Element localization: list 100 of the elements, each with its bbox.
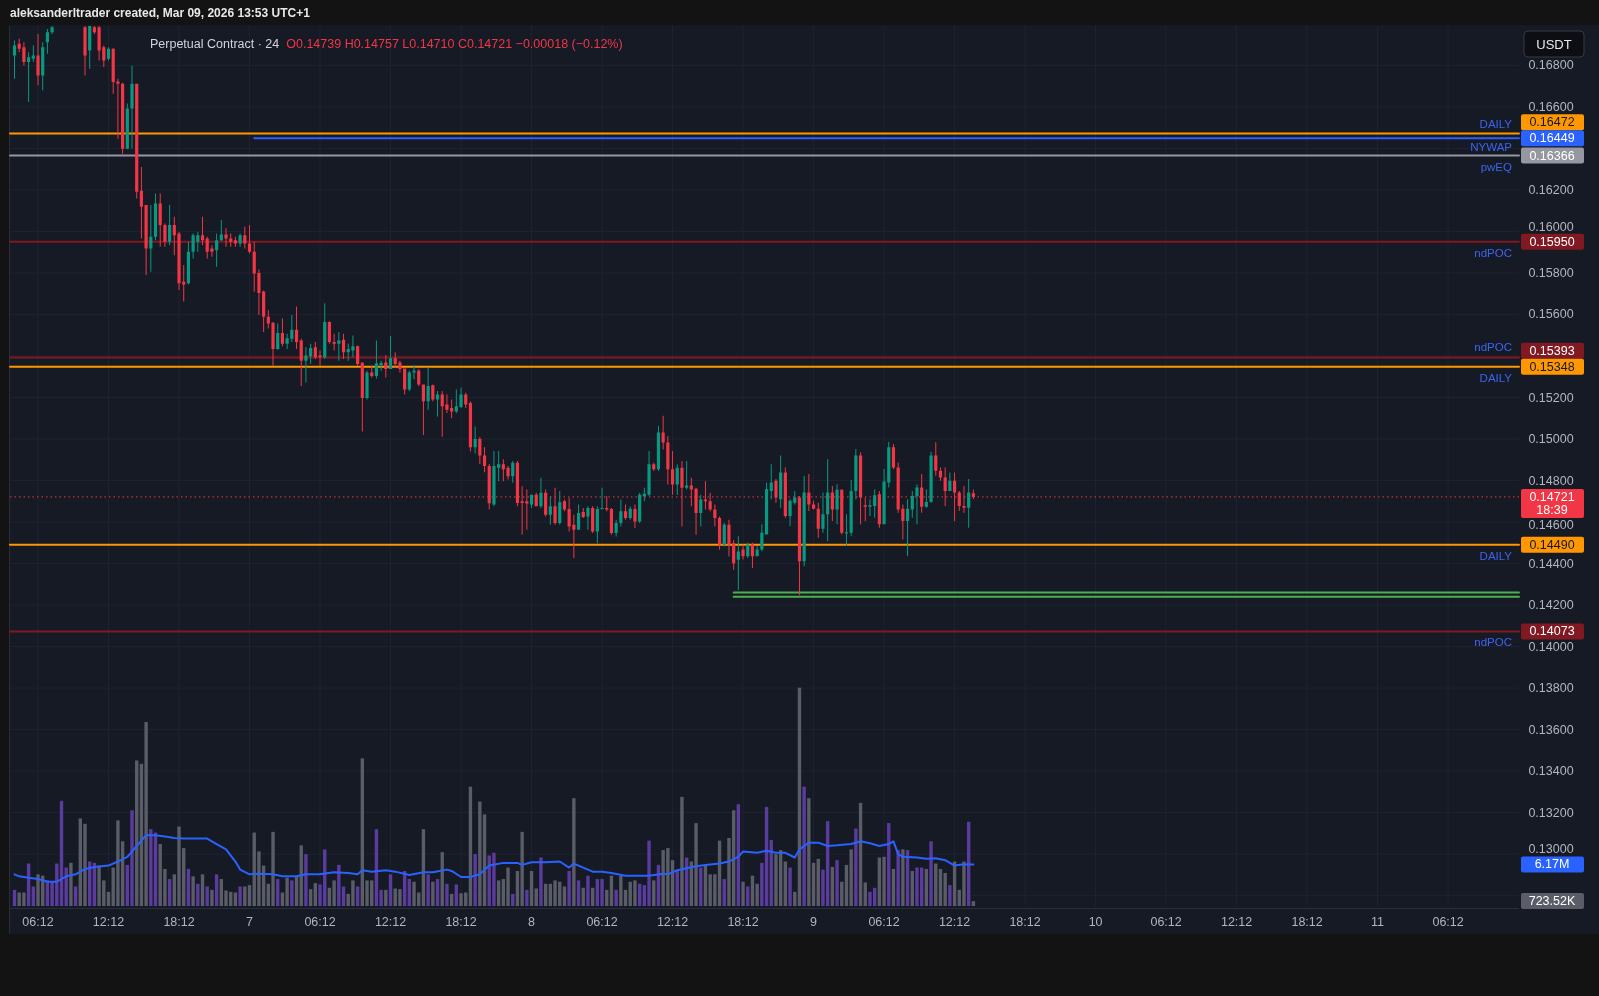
bar <box>205 886 209 906</box>
bar <box>149 829 153 906</box>
bar <box>539 857 543 906</box>
x-tick-label: 18:12 <box>163 915 195 929</box>
bar <box>619 875 623 906</box>
bar <box>633 880 637 906</box>
candlestick <box>337 331 341 361</box>
bar <box>901 849 905 906</box>
candlestick <box>821 492 825 533</box>
candlestick <box>633 504 637 529</box>
bar <box>200 874 205 906</box>
bar <box>285 877 289 906</box>
bar <box>868 891 872 906</box>
bar <box>496 880 501 906</box>
candlestick <box>680 461 684 527</box>
bar <box>426 874 430 906</box>
data-label: 0.15348 <box>1529 359 1575 374</box>
text: O0.14739 H0.14757 L0.14710 C0.14721 −0.00018 (−0.12%) <box>286 37 623 51</box>
bar <box>36 874 40 906</box>
y-tick-label: 0.14000 <box>1528 639 1574 654</box>
bar <box>863 882 867 906</box>
bar <box>243 886 247 906</box>
bar <box>384 889 388 906</box>
bar <box>130 810 134 906</box>
series-label: ndPOC <box>1474 636 1512 649</box>
text: Perpetual Contract · 24 <box>150 37 280 51</box>
bar <box>177 826 181 906</box>
candlestick <box>774 479 778 503</box>
candlestick <box>36 33 40 86</box>
bar <box>802 786 806 906</box>
x-tick-label: 10 <box>1088 915 1103 929</box>
candlestick <box>332 333 336 351</box>
bar <box>600 879 604 906</box>
bar <box>882 856 886 906</box>
bar <box>572 798 576 906</box>
candlestick <box>365 370 369 400</box>
bar <box>69 862 73 906</box>
bar <box>694 823 698 906</box>
candlestick <box>553 487 557 525</box>
candlestick <box>163 223 167 247</box>
x-tick-label: 12:12 <box>92 915 125 929</box>
bar <box>553 880 557 906</box>
x-tick-label: 7 <box>246 915 254 929</box>
candlestick <box>224 228 228 247</box>
bar <box>210 889 214 906</box>
text: aleksanderltrader created, Mar 09, 2026 13:53 UTC+1 <box>10 6 311 20</box>
bar <box>238 886 242 906</box>
bar <box>412 881 416 906</box>
series-label: ndPOC <box>1474 341 1512 354</box>
bar <box>943 872 947 906</box>
y-tick-label: 0.16600 <box>1528 99 1574 114</box>
x-tick-label: 18:12 <box>1009 915 1041 929</box>
bar <box>746 886 750 906</box>
bar <box>398 889 402 906</box>
x-tick-label: 18:12 <box>1291 915 1323 929</box>
bar <box>854 828 858 906</box>
y-tick-label: 0.13600 <box>1528 722 1574 737</box>
x-tick-label: 06:12 <box>304 915 336 929</box>
bar <box>741 881 745 906</box>
bar <box>835 860 839 906</box>
x-tick-label: 18:12 <box>727 915 759 929</box>
bar <box>586 875 590 906</box>
candlestick <box>586 506 590 530</box>
text: 18:39 <box>1536 502 1568 517</box>
candlestick <box>741 544 745 560</box>
y-tick-label: 0.13400 <box>1528 764 1574 779</box>
bar <box>196 883 200 906</box>
series-label: DAILY <box>1479 117 1513 130</box>
bar <box>652 880 656 906</box>
x-tick-label: 9 <box>810 915 818 929</box>
bar <box>506 867 510 906</box>
bar <box>290 880 294 906</box>
bar <box>647 840 651 906</box>
y-tick-label: 0.13800 <box>1528 681 1574 696</box>
x-tick-label: 12:12 <box>656 915 689 929</box>
x-tick-label: 8 <box>528 915 536 929</box>
y-tick-label: 0.16800 <box>1528 58 1574 73</box>
bar <box>351 880 355 906</box>
candlestick <box>915 484 919 525</box>
candlestick <box>929 451 933 503</box>
candlestick <box>130 65 134 149</box>
data-label: 0.15950 <box>1529 234 1575 249</box>
bar <box>73 886 78 906</box>
bar <box>191 876 195 906</box>
bar <box>431 881 435 906</box>
bar <box>116 820 120 906</box>
bar <box>962 861 966 906</box>
data-label: 0.14073 <box>1529 624 1575 639</box>
data-label: 0.14490 <box>1529 537 1575 552</box>
x-tick-label: 06:12 <box>868 915 900 929</box>
bar <box>337 864 341 906</box>
bar <box>971 901 976 906</box>
y2-tick-label: 6.17M <box>1534 857 1570 872</box>
bar <box>454 884 459 906</box>
y-tick-label: 0.14400 <box>1528 556 1574 571</box>
bar <box>614 889 618 906</box>
y-tick-label: 0.14600 <box>1528 518 1574 533</box>
series-label: DAILY <box>1479 371 1513 384</box>
bar <box>473 854 477 906</box>
candlestick <box>835 484 839 525</box>
